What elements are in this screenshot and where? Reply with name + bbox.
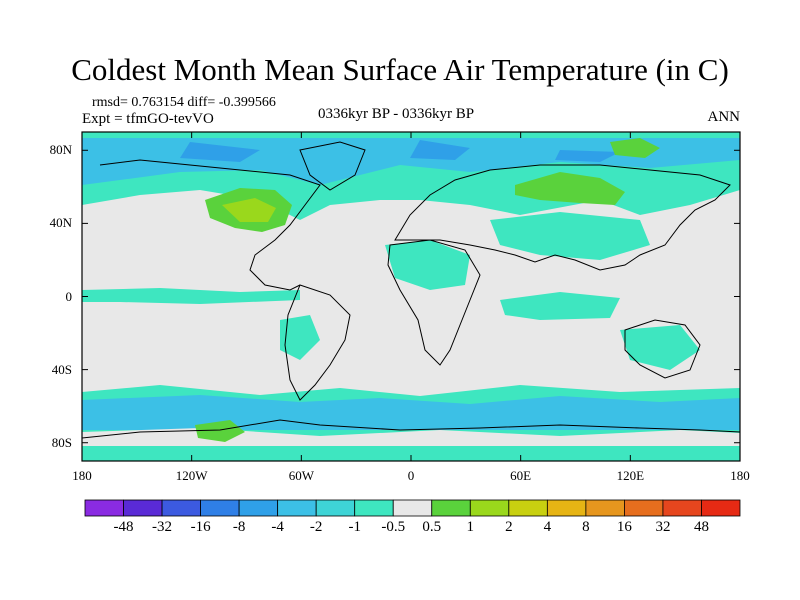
- indian-ocean-cool-patch: [500, 292, 620, 320]
- colorbar-swatch: [546, 499, 587, 517]
- colorbar-label: -1: [348, 519, 361, 535]
- lon-tick-label: 120E: [616, 468, 645, 483]
- colorbar-swatch: [200, 499, 240, 517]
- coastline-australia: [624, 319, 701, 379]
- colorbar-swatch: [277, 499, 317, 517]
- coastline-europe-asia: [394, 164, 731, 271]
- colorbar-label: 4: [543, 519, 552, 535]
- colorbar-swatch: [624, 499, 664, 517]
- lon-tick-label: 60W: [288, 468, 314, 483]
- coastlines: [82, 141, 740, 439]
- antarctic-warm-patch: [195, 420, 245, 442]
- arctic-anomaly-deep: [180, 140, 620, 162]
- colorbar-swatch: [585, 499, 625, 517]
- colorbar-label: -8: [232, 519, 246, 535]
- colorbar: [84, 499, 741, 517]
- colorbar-label: 0.5: [422, 519, 442, 535]
- siberia-warm-patch: [515, 172, 625, 205]
- lon-tick-label: 120W: [175, 468, 208, 483]
- lat-tick-label: 80S: [51, 434, 72, 450]
- colorbar-swatch: [469, 499, 510, 517]
- colorbar-label: 1: [466, 519, 475, 535]
- colorbar-swatch: [354, 499, 394, 517]
- coastline-north-america: [99, 159, 321, 291]
- season-text: ANN: [707, 109, 741, 125]
- north-america-warm-core: [222, 198, 276, 222]
- colorbar-label: -48: [113, 519, 134, 535]
- colorbar-swatch: [392, 499, 433, 517]
- lon-tick-label: 180: [730, 468, 750, 483]
- lat-tick-label: 0: [65, 288, 73, 304]
- coastline-antarctica: [82, 419, 740, 439]
- lat-tick-label: 40S: [51, 361, 72, 377]
- lon-tick-label: 180: [72, 468, 92, 483]
- coastline-greenland: [299, 141, 366, 191]
- arctic-warm-patch: [610, 138, 660, 158]
- colorbar-swatch: [238, 499, 279, 517]
- coastline-south-america: [284, 284, 351, 401]
- colorbar-label: 8: [582, 519, 590, 535]
- southern-ocean-core: [82, 395, 740, 430]
- anomaly-field: [82, 132, 740, 461]
- period-text: 0336kyr BP - 0336kyr BP: [318, 106, 475, 122]
- map-title: Coldest Month Mean Surface Air Temperatu…: [71, 52, 729, 87]
- colorbar-swatch: [431, 499, 471, 517]
- colorbar-label: 2: [505, 519, 513, 535]
- australia-cool-patch: [620, 325, 700, 370]
- lon-tick-marks: [81, 132, 741, 461]
- colorbar-swatch: [701, 499, 741, 517]
- coastline-africa: [387, 239, 481, 366]
- experiment-text: Expt = tfmGO-tevVO: [82, 111, 214, 127]
- lat-tick-label: 80N: [49, 142, 72, 158]
- colorbar-label: 16: [616, 519, 632, 535]
- colorbar-swatch: [123, 499, 163, 517]
- antarctic-cool-strip: [82, 446, 740, 461]
- colorbar-swatch: [508, 499, 548, 517]
- colorbar-swatch: [84, 499, 124, 517]
- south-america-cool-patch: [280, 315, 320, 360]
- antarctic-neutral-strip: [82, 428, 740, 446]
- africa-cool-patch: [385, 240, 470, 290]
- colorbar-swatch: [161, 499, 201, 517]
- colorbar-label: -32: [152, 519, 173, 535]
- colorbar-label: 32: [655, 519, 671, 535]
- colorbar-label: 48: [693, 519, 709, 535]
- lon-tick-label: 0: [407, 468, 415, 483]
- colorbar-label: -4: [271, 519, 284, 535]
- colorbar-label: -16: [190, 519, 211, 535]
- stats-text: rmsd= 0.763154 diff= -0.399566: [92, 95, 276, 110]
- colorbar-swatch: [662, 499, 702, 517]
- colorbar-label: -2: [309, 519, 323, 535]
- lat-tick-marks: [82, 149, 740, 444]
- eurasia-cool-patch: [490, 212, 650, 260]
- pacific-cool-patch: [82, 288, 300, 304]
- lat-tick-label: 40N: [49, 215, 72, 231]
- colorbar-label: -0.5: [381, 519, 406, 535]
- lon-tick-label: 60E: [510, 468, 532, 483]
- colorbar-swatch: [315, 499, 356, 517]
